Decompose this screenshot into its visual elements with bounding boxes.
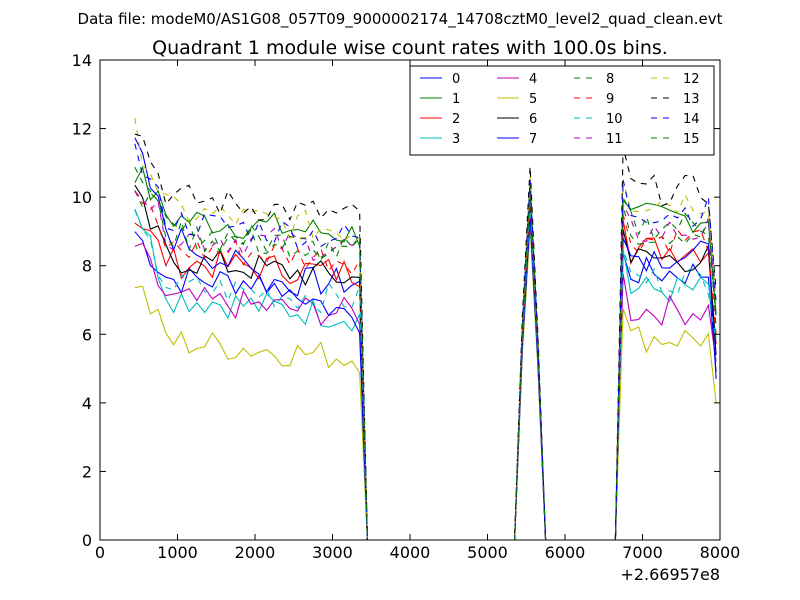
legend-label-14: 14 <box>683 112 700 127</box>
y-tick-label: 14 <box>72 51 92 70</box>
legend-label-6: 6 <box>529 112 537 127</box>
series-line-5 <box>134 227 717 540</box>
y-tick-label: 8 <box>82 257 92 276</box>
series-line-10 <box>134 203 717 540</box>
legend-box <box>409 65 715 156</box>
x-tick-label: 6000 <box>545 543 586 562</box>
legend-label-0: 0 <box>452 72 460 87</box>
y-tick-label: 6 <box>82 325 92 344</box>
y-tick-label: 2 <box>82 462 92 481</box>
x-offset-label: +2.66957e8 <box>620 565 720 584</box>
series-line-14 <box>134 143 717 540</box>
legend-label-8: 8 <box>606 72 614 87</box>
x-tick-label: 2000 <box>235 543 276 562</box>
legend-label-9: 9 <box>606 92 614 107</box>
legend-label-3: 3 <box>452 132 460 147</box>
x-tick-label: 8000 <box>700 543 741 562</box>
legend-label-2: 2 <box>452 112 460 127</box>
legend-label-11: 11 <box>606 132 623 147</box>
x-tick-label: 3000 <box>312 543 353 562</box>
y-tick-label: 4 <box>82 394 92 413</box>
legend-label-5: 5 <box>529 92 537 107</box>
legend-label-1: 1 <box>452 92 460 107</box>
x-tick-label: 0 <box>95 543 105 562</box>
y-tick-label: 12 <box>72 120 92 139</box>
axes-frame <box>99 59 721 541</box>
series-lines <box>134 118 717 540</box>
legend-label-13: 13 <box>683 92 700 107</box>
x-tick-label: 5000 <box>467 543 508 562</box>
legend-label-7: 7 <box>529 132 537 147</box>
legend-label-12: 12 <box>683 72 700 87</box>
series-line-8 <box>134 190 717 540</box>
x-tick-label: 7000 <box>622 543 663 562</box>
chart-title: Quadrant 1 module wise count rates with … <box>152 37 668 59</box>
figure-suptitle: Data file: modeM0/AS1G08_057T09_90000021… <box>78 10 723 29</box>
axis-ticks: 0 1000 2000 3000 4000 5000 6000 7000 80000246810… <box>72 51 741 562</box>
y-tick-label: 0 <box>82 531 92 550</box>
legend-label-10: 10 <box>606 112 623 127</box>
x-tick-label: 4000 <box>390 543 431 562</box>
y-tick-label: 10 <box>72 188 92 207</box>
series-line-13 <box>134 133 717 540</box>
x-tick-label: 1000 <box>157 543 198 562</box>
legend-label-15: 15 <box>683 132 700 147</box>
legend-label-4: 4 <box>529 72 537 87</box>
